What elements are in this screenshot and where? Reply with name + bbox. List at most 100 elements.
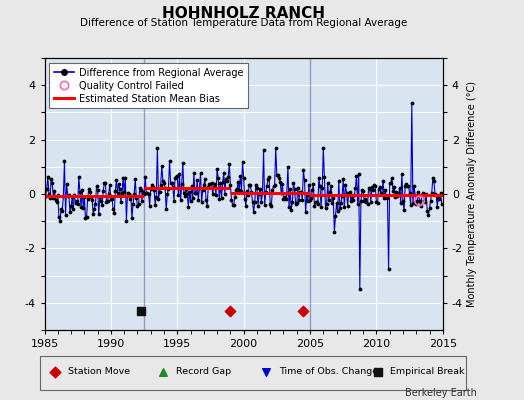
Point (246, 182, 255, 189)
Point (203, 202, 211, 209)
Point (48, 180, 57, 186)
Point (200, 182, 208, 189)
Point (405, 183, 413, 189)
Point (330, 229, 339, 236)
Text: Record Gap: Record Gap (176, 368, 231, 376)
Point (372, 199, 380, 206)
Point (290, 186, 299, 193)
Point (86, 189, 94, 196)
Point (277, 190, 286, 197)
Point (104, 190, 113, 197)
Point (370, 182, 378, 188)
Point (305, 182, 313, 188)
Point (59, 193, 68, 200)
Point (381, 187, 389, 193)
Point (187, 198, 195, 204)
Point (257, 198, 266, 205)
Point (209, 191, 217, 198)
Point (242, 203, 250, 209)
Point (406, 190, 414, 196)
Point (351, 185, 359, 191)
Point (328, 200, 336, 206)
Point (378, 190, 386, 197)
Point (96, 194, 104, 200)
Point (70, 192, 79, 198)
Point (61, 211, 70, 218)
Point (234, 179, 242, 186)
Point (416, 198, 424, 204)
Point (137, 187, 145, 194)
Point (103, 198, 112, 204)
Point (309, 181, 318, 188)
Point (247, 188, 256, 195)
Point (235, 187, 244, 193)
Point (357, 198, 365, 204)
Point (253, 185, 261, 192)
Point (94, 211, 103, 218)
Point (74, 174, 83, 180)
Point (43, 174, 52, 180)
Point (371, 182, 379, 189)
Point (100, 180, 108, 187)
Point (206, 181, 215, 188)
Point (266, 201, 275, 208)
Point (132, 194, 140, 201)
Point (325, 197, 333, 204)
Point (116, 186, 124, 192)
Point (84, 186, 93, 192)
Point (128, 215, 136, 222)
Point (180, 190, 188, 196)
Point (259, 147, 268, 154)
Point (270, 182, 279, 188)
Point (350, 192, 358, 198)
Point (131, 176, 139, 182)
Point (173, 173, 181, 180)
Point (252, 182, 260, 189)
Point (57, 206, 66, 212)
Point (261, 369, 270, 375)
Point (67, 203, 75, 210)
Point (58, 208, 67, 214)
Point (93, 187, 102, 193)
Point (427, 198, 435, 204)
Point (424, 212, 433, 218)
Point (238, 159, 247, 165)
Point (171, 175, 179, 182)
Point (261, 188, 270, 195)
Point (271, 144, 280, 151)
Point (438, 201, 446, 207)
Point (416, 198, 424, 204)
Text: Difference of Station Temperature Data from Regional Average: Difference of Station Temperature Data f… (80, 18, 407, 28)
Point (157, 181, 165, 188)
Point (321, 205, 330, 211)
Point (385, 266, 393, 272)
Point (56, 218, 64, 224)
Point (148, 182, 156, 188)
Point (331, 213, 340, 219)
Point (363, 200, 372, 207)
Point (356, 286, 364, 292)
Point (281, 196, 290, 202)
Point (202, 196, 210, 203)
Point (392, 189, 400, 195)
Point (388, 174, 396, 181)
Point (41, 193, 50, 199)
Point (208, 180, 216, 186)
Point (387, 180, 395, 186)
Point (366, 186, 374, 193)
Point (42, 186, 51, 192)
Point (375, 186, 383, 192)
Point (87, 193, 95, 200)
Point (329, 195, 337, 201)
Point (303, 198, 312, 204)
Point (422, 191, 430, 198)
Point (40, 186, 49, 192)
Point (101, 179, 110, 186)
Point (401, 183, 409, 189)
Point (162, 206, 170, 213)
Text: Empirical Break: Empirical Break (390, 368, 465, 376)
Point (258, 190, 267, 196)
Point (138, 198, 146, 204)
Point (205, 181, 214, 188)
Y-axis label: Monthly Temperature Anomaly Difference (°C): Monthly Temperature Anomaly Difference (… (467, 81, 477, 307)
